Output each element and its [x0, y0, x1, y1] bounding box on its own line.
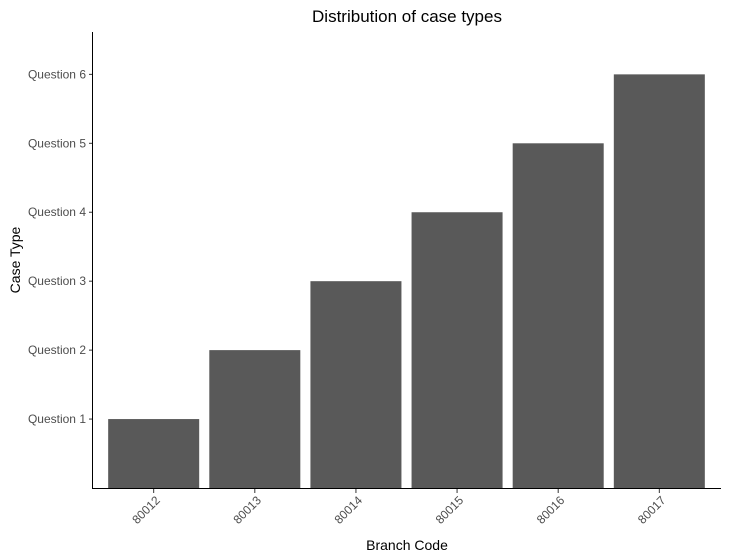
bar-80016: [512, 143, 604, 488]
x-tick-label: 80013: [230, 493, 264, 527]
y-tick-label: Question 5: [28, 136, 86, 150]
bars-group: [108, 74, 705, 488]
x-tick-label: 80014: [332, 493, 366, 527]
x-axis-title: Branch Code: [366, 537, 448, 553]
x-tick-label: 80017: [635, 493, 669, 527]
bar-80014: [310, 281, 402, 488]
x-tick-label: 80016: [534, 493, 568, 527]
x-tick-label: 80012: [129, 493, 163, 527]
chart-title: Distribution of case types: [312, 7, 502, 26]
y-tick-label: Question 2: [28, 343, 86, 357]
y-tick-label: Question 3: [28, 274, 86, 288]
y-tick-label: Question 4: [28, 205, 86, 219]
x-axis-ticks: 80012 80013 80014 80015 80016 80017: [129, 489, 669, 527]
bar-80013: [209, 350, 301, 488]
bar-80017: [613, 74, 705, 488]
bar-80012: [108, 419, 200, 488]
y-axis-ticks: Question 1 Question 2 Question 3 Question 4…: [28, 67, 92, 426]
bar-80015: [411, 212, 503, 488]
y-tick-label: Question 1: [28, 412, 86, 426]
y-tick-label: Question 6: [28, 67, 86, 81]
x-tick-label: 80015: [433, 493, 467, 527]
y-axis-title: Case Type: [7, 226, 23, 293]
